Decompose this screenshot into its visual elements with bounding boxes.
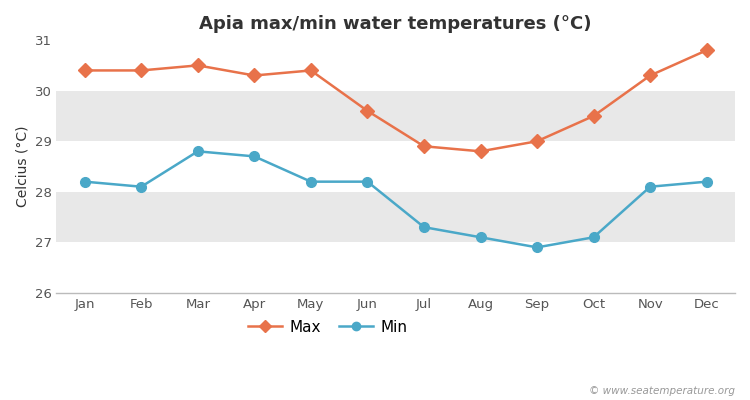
Bar [56, 40, 735, 91]
Text: © www.seatemperature.org: © www.seatemperature.org [589, 386, 735, 396]
Min [250, 154, 259, 159]
Bar [56, 141, 735, 192]
Min [194, 149, 202, 154]
Min [136, 184, 146, 189]
Min [307, 179, 316, 184]
Bar [56, 242, 735, 293]
Max [363, 108, 372, 113]
Line: Min: Min [80, 146, 712, 252]
Y-axis label: Celcius (°C): Celcius (°C) [15, 126, 29, 207]
Max [590, 114, 598, 118]
Legend: Max, Min: Max, Min [242, 314, 414, 341]
Line: Max: Max [80, 45, 712, 156]
Max [646, 73, 655, 78]
Min [532, 245, 542, 250]
Max [419, 144, 428, 149]
Title: Apia max/min water temperatures (°C): Apia max/min water temperatures (°C) [200, 15, 592, 33]
Min [80, 179, 89, 184]
Max [136, 68, 146, 73]
Min [419, 225, 428, 230]
Min [363, 179, 372, 184]
Min [590, 235, 598, 240]
Max [307, 68, 316, 73]
Max [250, 73, 259, 78]
Min [646, 184, 655, 189]
Min [702, 179, 711, 184]
Max [476, 149, 485, 154]
Bar [56, 91, 735, 141]
Max [80, 68, 89, 73]
Bar [56, 192, 735, 242]
Max [194, 63, 202, 68]
Max [532, 139, 542, 144]
Min [476, 235, 485, 240]
Max [702, 48, 711, 53]
